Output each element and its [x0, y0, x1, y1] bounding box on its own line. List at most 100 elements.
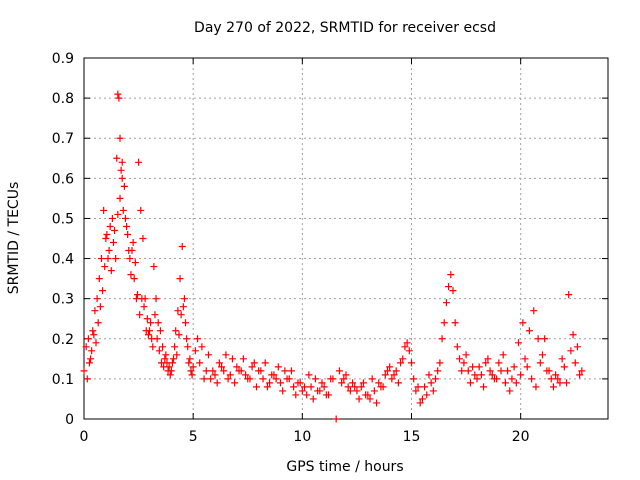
- data-point: [309, 395, 317, 403]
- data-point: [154, 319, 162, 327]
- data-point: [188, 371, 196, 379]
- data-point: [252, 383, 260, 391]
- data-point: [408, 359, 415, 367]
- data-point: [425, 371, 433, 379]
- data-point: [314, 387, 322, 395]
- data-point: [248, 363, 256, 371]
- data-point: [390, 371, 398, 379]
- data-point: [175, 331, 183, 339]
- data-point: [549, 383, 557, 391]
- data-point: [471, 371, 479, 379]
- data-point: [504, 367, 512, 375]
- plot-frame: [83, 57, 609, 420]
- data-point: [182, 319, 190, 327]
- data-point: [394, 379, 402, 387]
- data-point: [138, 295, 146, 303]
- data-point: [149, 343, 157, 351]
- data-point: [405, 347, 413, 355]
- data-point: [281, 367, 289, 375]
- data-point: [131, 259, 139, 267]
- data-point: [151, 311, 159, 319]
- data-point: [534, 335, 542, 343]
- chart-title: Day 270 of 2022, SRMTID for receiver ecs…: [194, 20, 496, 36]
- data-point: [180, 295, 188, 303]
- data-point: [189, 363, 197, 371]
- data-point: [508, 375, 516, 383]
- data-point: [296, 379, 304, 387]
- data-point: [447, 271, 455, 279]
- data-point: [204, 351, 212, 359]
- data-point: [266, 379, 274, 387]
- data-point: [228, 355, 236, 363]
- data-point: [392, 367, 400, 375]
- data-point: [563, 379, 571, 387]
- data-point: [416, 399, 424, 407]
- data-point: [107, 267, 115, 275]
- data-point: [112, 255, 120, 263]
- data-point: [556, 379, 564, 387]
- data-point: [184, 343, 192, 351]
- data-point: [482, 359, 490, 367]
- data-point: [104, 255, 112, 263]
- data-point: [305, 371, 313, 379]
- data-point: [124, 230, 132, 238]
- data-point: [438, 335, 446, 343]
- data-point: [133, 291, 141, 299]
- data-point: [386, 363, 394, 371]
- data-point: [213, 379, 221, 387]
- data-point: [466, 379, 474, 387]
- data-point: [87, 355, 95, 363]
- data-point: [486, 367, 494, 375]
- data-point: [153, 335, 161, 343]
- y-tick-label: 0.7: [52, 131, 74, 147]
- data-point: [477, 371, 485, 379]
- data-point: [257, 367, 265, 375]
- data-point: [211, 371, 219, 379]
- x-axis-title: GPS time / hours: [286, 459, 403, 475]
- data-point: [279, 387, 287, 395]
- data-point: [484, 355, 492, 363]
- data-point: [517, 371, 525, 379]
- data-point: [111, 226, 119, 234]
- data-point: [209, 367, 217, 375]
- data-point: [436, 359, 444, 367]
- data-point: [506, 387, 514, 395]
- data-point: [88, 347, 96, 355]
- data-point: [532, 383, 540, 391]
- y-tick-label: 0.8: [52, 91, 74, 107]
- data-point: [421, 383, 429, 391]
- data-point: [89, 327, 97, 335]
- data-point: [327, 375, 335, 383]
- data-point: [290, 383, 298, 391]
- data-point: [512, 379, 520, 387]
- data-point: [464, 367, 472, 375]
- y-tick-label: 0.9: [52, 51, 74, 67]
- data-point: [340, 375, 348, 383]
- data-point: [277, 379, 284, 387]
- data-point: [460, 359, 468, 367]
- data-point: [116, 134, 124, 142]
- data-point: [198, 343, 206, 351]
- data-point: [377, 383, 385, 391]
- data-point: [186, 355, 194, 363]
- data-point: [159, 343, 167, 351]
- data-point: [401, 343, 409, 351]
- data-point: [292, 391, 300, 399]
- data-point: [171, 343, 179, 351]
- data-point: [418, 395, 426, 403]
- data-point: [272, 375, 280, 383]
- data-point: [224, 375, 232, 383]
- data-point: [523, 363, 531, 371]
- data-point: [123, 222, 131, 230]
- data-point: [525, 327, 533, 335]
- x-tick-label: 0: [80, 429, 89, 445]
- data-point: [242, 371, 250, 379]
- data-point: [560, 363, 568, 371]
- data-point: [116, 194, 124, 202]
- data-point: [373, 399, 381, 407]
- data-point: [429, 387, 437, 395]
- data-point: [231, 379, 239, 387]
- data-point: [473, 375, 481, 383]
- data-point: [83, 375, 91, 383]
- data-point: [191, 347, 199, 355]
